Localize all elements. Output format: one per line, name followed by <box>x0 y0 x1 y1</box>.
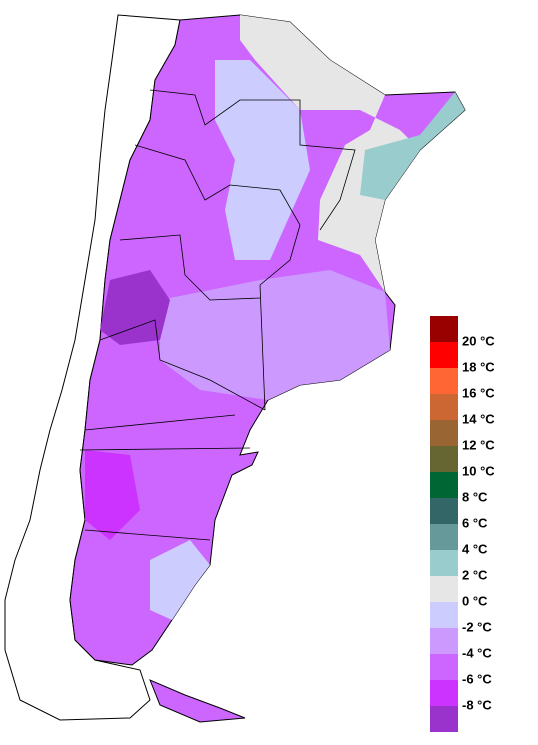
tierra-del-fuego <box>149 679 246 723</box>
legend-swatch <box>430 706 458 732</box>
legend-label: 18 °C <box>462 359 495 374</box>
legend-swatch <box>430 524 458 550</box>
legend-label: 20 °C <box>462 333 495 348</box>
zone-0 <box>240 15 420 292</box>
legend-swatch <box>430 550 458 576</box>
legend-swatch <box>430 342 458 368</box>
border <box>79 447 251 451</box>
zone-2 <box>360 92 465 200</box>
legend-label: -8 °C <box>462 697 492 712</box>
zone-minus2 <box>215 60 310 260</box>
border <box>149 89 356 231</box>
legend-label: 4 °C <box>462 541 488 556</box>
legend-label: -6 °C <box>462 671 492 686</box>
legend-label: -4 °C <box>462 645 492 660</box>
legend: 20 °C 18 °C 16 °C 14 °C 12 °C 10 °C 8 °C 6 °C 4 … <box>430 316 495 732</box>
border <box>119 234 261 301</box>
legend-swatch <box>430 472 458 498</box>
legend-swatch <box>430 420 458 446</box>
border <box>99 319 266 411</box>
borders <box>79 89 356 541</box>
legend-label: -2 °C <box>462 619 492 634</box>
legend-label: 6 °C <box>462 515 488 530</box>
legend-swatch <box>430 680 458 706</box>
legend-swatch <box>430 446 458 472</box>
zone-minus2b <box>150 540 210 620</box>
legend-swatch <box>430 316 458 342</box>
legend-label: 0 °C <box>462 593 488 608</box>
border <box>84 414 236 431</box>
legend-label: 12 °C <box>462 437 495 452</box>
legend-swatch <box>430 576 458 602</box>
legend-label: 2 °C <box>462 567 488 582</box>
zone-minus6 <box>85 450 140 540</box>
legend-swatch <box>430 368 458 394</box>
legend-label: 10 °C <box>462 463 495 478</box>
legend-label: 8 °C <box>462 489 488 504</box>
legend-swatch <box>430 498 458 524</box>
legend-label: 14 °C <box>462 411 495 426</box>
border <box>134 144 301 411</box>
zone-minus8 <box>100 270 170 345</box>
border <box>84 529 211 541</box>
legend-swatch <box>430 628 458 654</box>
legend-swatch <box>430 602 458 628</box>
zone-minus4 <box>160 270 390 400</box>
legend-swatch <box>430 394 458 420</box>
legend-label: 16 °C <box>462 385 495 400</box>
legend-swatch <box>430 654 458 680</box>
